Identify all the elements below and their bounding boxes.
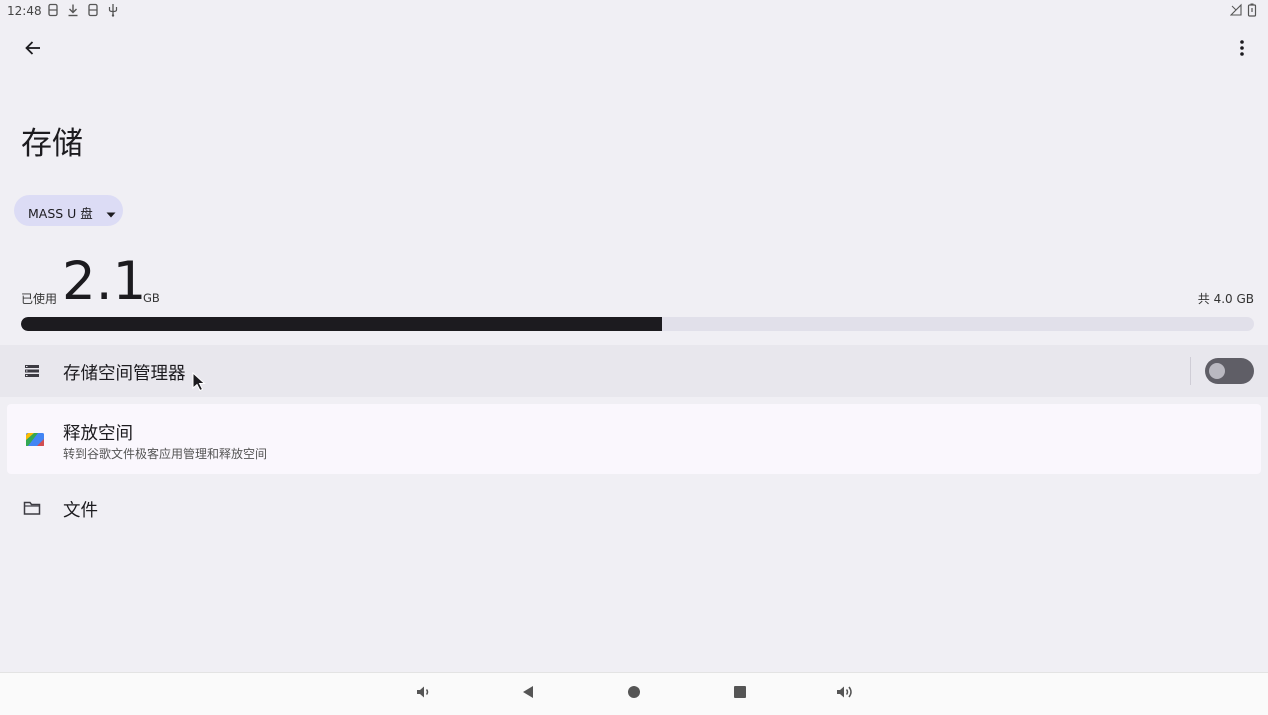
used-amount: 2.1 [62,251,147,312]
free-up-space-title: 释放空间 [63,424,133,444]
storage-manager-toggle[interactable] [1205,358,1254,384]
volume-up-button[interactable] [834,684,856,704]
used-unit-label: GB [143,291,160,305]
more-options-button[interactable] [1230,37,1254,63]
download-icon [66,3,80,20]
nav-home-button[interactable] [623,684,645,704]
status-system-icons [1229,3,1258,20]
nav-recents-button[interactable] [729,684,751,704]
mouse-cursor-icon [192,371,206,392]
arrow-back-icon [24,39,42,61]
used-prefix-label: 已使用 [21,292,58,306]
sd-card-icon [46,3,60,20]
free-up-space-row[interactable]: 释放空间 转到谷歌文件极客应用管理和释放空间 [7,404,1261,474]
status-time: 12:48 [7,4,42,18]
files-label: 文件 [63,501,98,521]
total-capacity-label: 共 4.0 GB [1197,292,1254,306]
volume-selector-label: MASS U 盘 [28,206,93,221]
volume-up-icon [835,683,855,705]
volume-down-button[interactable] [412,684,434,704]
recents-square-icon [732,684,748,704]
back-button[interactable] [20,37,46,63]
row-divider [1190,357,1191,385]
volume-selector-dropdown[interactable]: MASS U 盘 [14,195,123,226]
status-notification-icons [46,3,120,20]
dropdown-arrow-icon [105,207,117,218]
system-nav-bar [0,672,1268,715]
files-app-icon [25,431,45,447]
storage-usage-bar-fill [21,317,663,331]
page-title: 存储 [21,126,83,162]
status-bar: 12:48 [0,0,1268,22]
storage-list-icon [24,363,40,379]
free-up-space-subtitle: 转到谷歌文件极客应用管理和释放空间 [63,447,268,461]
storage-manager-label: 存储空间管理器 [63,364,186,384]
folder-icon [23,500,41,516]
files-row[interactable]: 文件 [0,488,1268,528]
more-vert-icon [1239,39,1245,61]
storage-manager-row[interactable]: 存储空间管理器 [0,345,1268,397]
home-circle-icon [626,684,642,704]
nav-back-button[interactable] [517,684,539,704]
volume-down-icon [414,683,432,705]
usb-icon [106,3,120,20]
toggle-knob [1209,363,1225,379]
storage-usage-bar [21,317,1254,331]
sd-card-icon [86,3,100,20]
signal-icon [1229,3,1242,20]
back-triangle-icon [520,684,536,704]
battery-icon [1246,3,1258,20]
